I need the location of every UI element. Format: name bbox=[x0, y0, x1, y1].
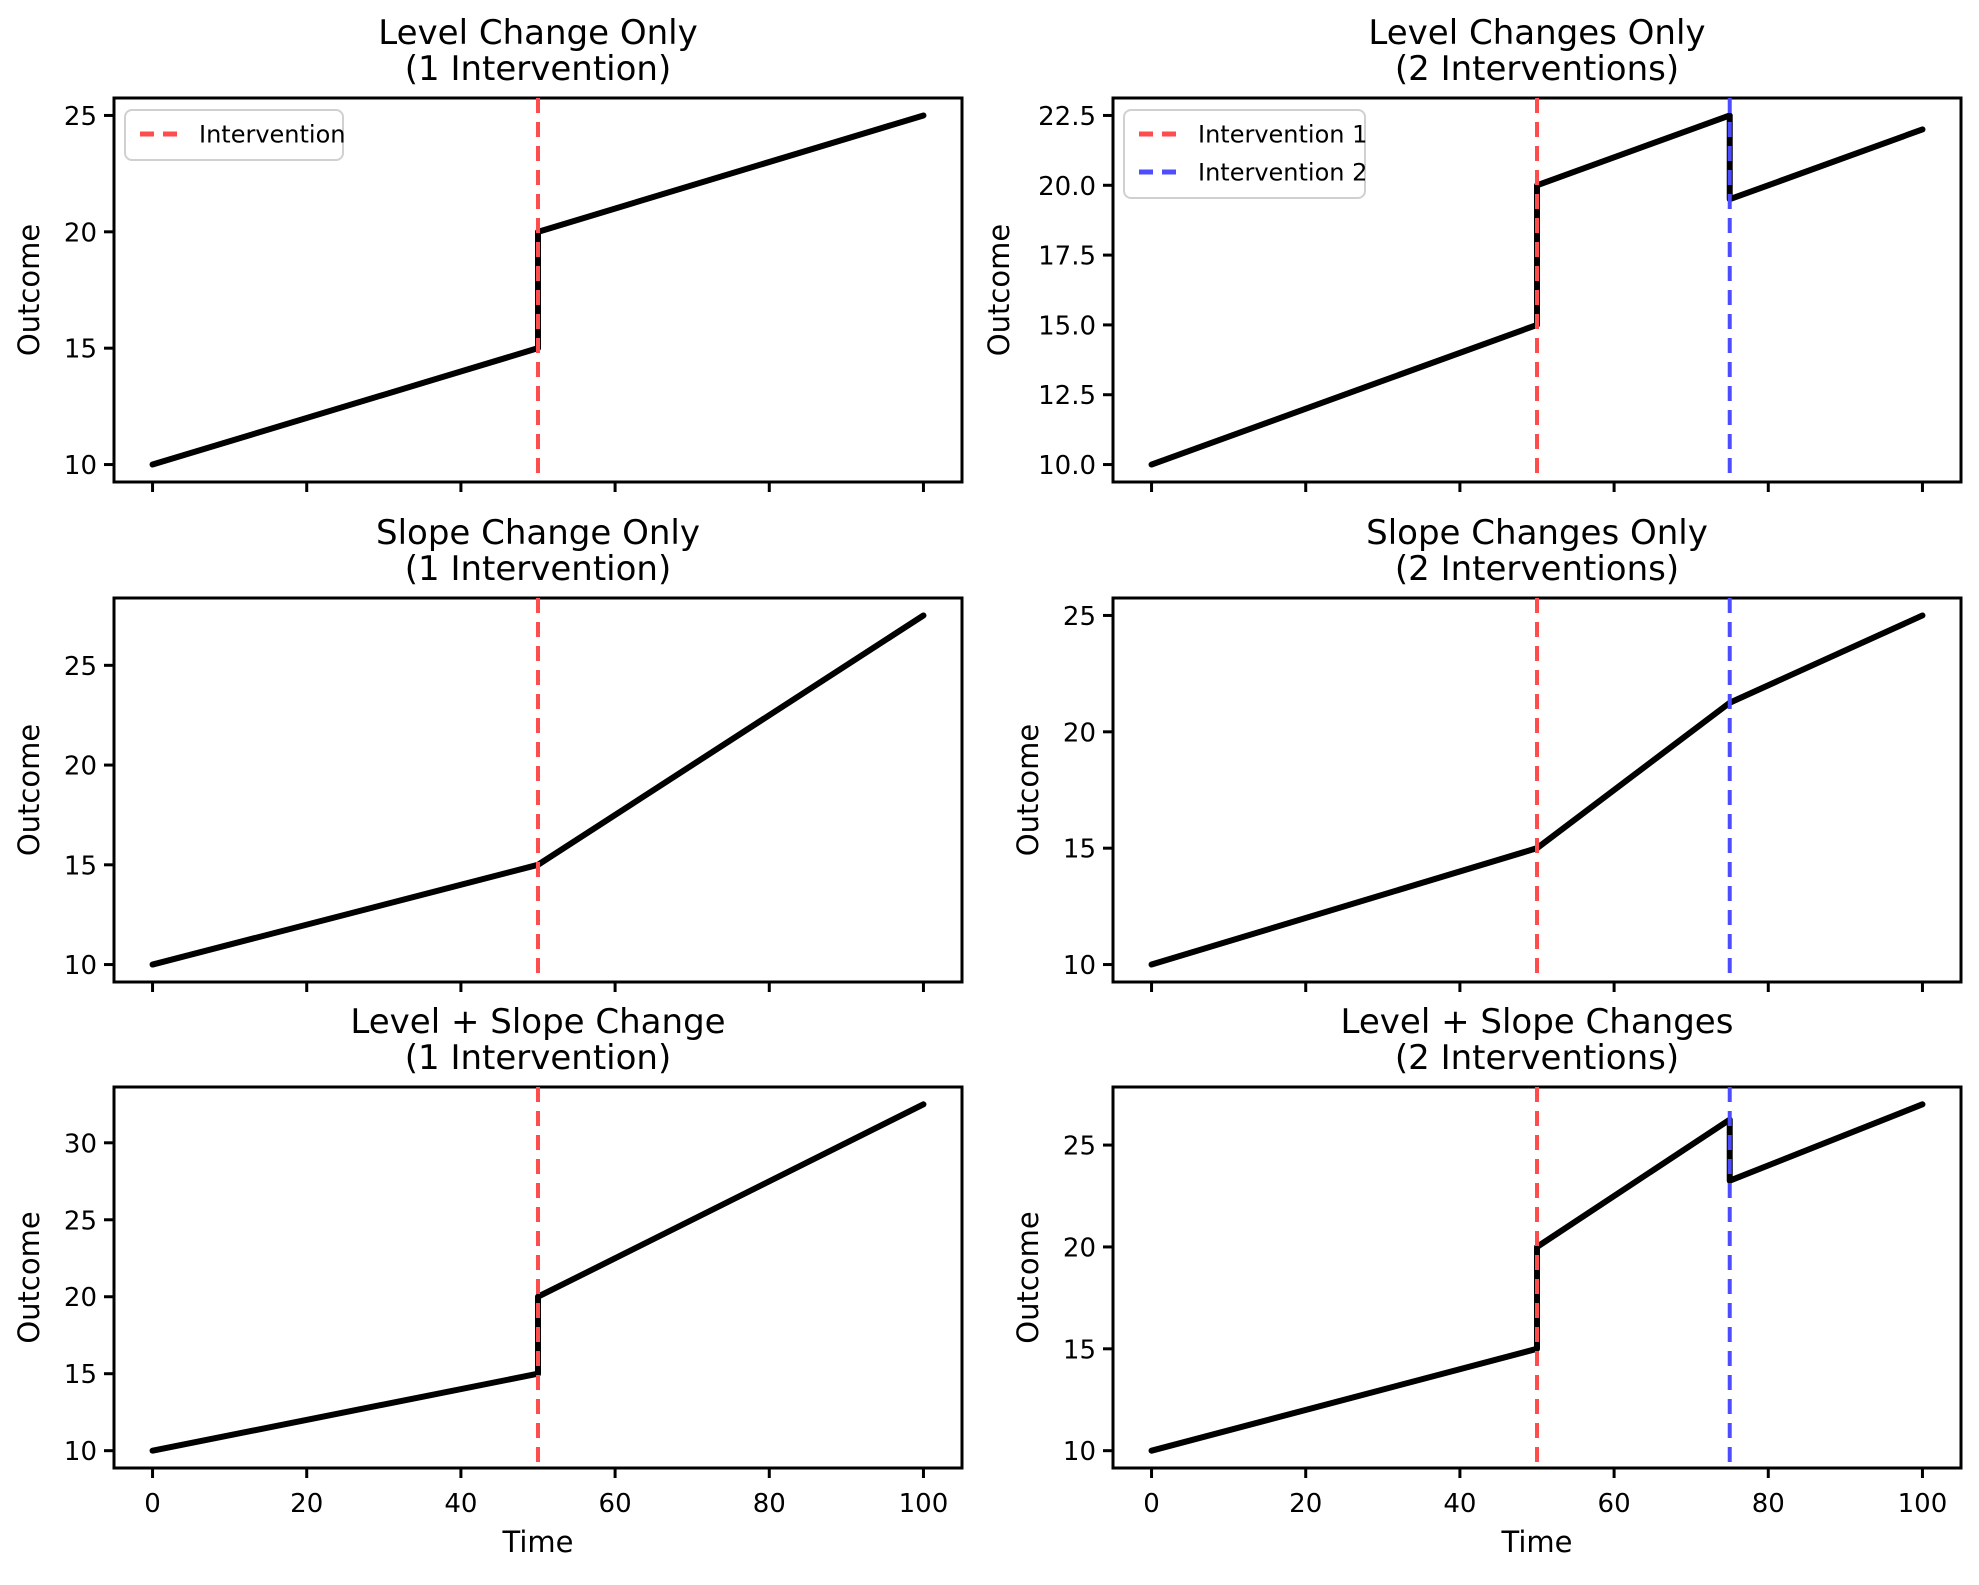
y-tick-label: 15 bbox=[64, 335, 97, 365]
legend: Intervention 1 Intervention 2 bbox=[1123, 109, 1367, 199]
chart-subtitle: (1 Intervention) bbox=[405, 1038, 672, 1078]
chart-title: Level Change Only bbox=[378, 13, 697, 53]
y-tick-label: 10 bbox=[1063, 951, 1096, 981]
y-tick-label: 10.0 bbox=[1038, 451, 1096, 481]
y-tick-label: 25 bbox=[64, 1206, 97, 1236]
y-tick-label: 10 bbox=[64, 451, 97, 481]
y-axis-label: Outcome bbox=[1011, 724, 1045, 856]
x-tick-label: 80 bbox=[753, 1489, 786, 1519]
y-tick-label: 10 bbox=[1063, 1437, 1096, 1467]
subplot-2: 10 15 20 25 Slope Change Only(1 Intervention… bbox=[12, 513, 964, 992]
chart-subtitle: (2 Interventions) bbox=[1395, 49, 1679, 89]
subplot-3: 10 15 20 25 Slope Changes Only(2 Interventio… bbox=[1011, 513, 1963, 992]
y-axis-label: Outcome bbox=[982, 224, 1016, 356]
y-tick-label: 20 bbox=[1063, 1233, 1096, 1263]
x-tick-label: 20 bbox=[1289, 1489, 1322, 1519]
y-tick-label: 25 bbox=[64, 652, 97, 682]
chart-subtitle: (1 Intervention) bbox=[405, 549, 672, 589]
y-tick-label: 25 bbox=[1063, 602, 1096, 632]
y-axis-label: Outcome bbox=[12, 724, 46, 856]
y-tick-label: 15.0 bbox=[1038, 311, 1096, 341]
y-tick-label: 15 bbox=[1063, 1335, 1096, 1365]
subplot-5: 10 15 20 25 0 20 40 60 80 100 Level + Slope Change… bbox=[1011, 1002, 1963, 1559]
y-tick-label: 20 bbox=[1063, 718, 1096, 748]
x-tick-label: 60 bbox=[599, 1489, 632, 1519]
chart-title: Slope Change Only bbox=[376, 513, 700, 553]
subplot-4: 10 15 20 25 30 0 20 40 60 80 100 Level + Slope Chan… bbox=[12, 1002, 964, 1559]
legend: Intervention bbox=[124, 109, 345, 161]
chart-subtitle: (2 Interventions) bbox=[1395, 1038, 1679, 1078]
chart-title: Slope Changes Only bbox=[1366, 513, 1708, 553]
y-tick-label: 20 bbox=[64, 218, 97, 248]
y-axis-label: Outcome bbox=[12, 224, 46, 356]
x-tick-label: 60 bbox=[1598, 1489, 1631, 1519]
y-axis-label: Outcome bbox=[12, 1211, 46, 1343]
x-tick-label: 20 bbox=[290, 1489, 323, 1519]
y-tick-label: 10 bbox=[64, 1437, 97, 1467]
outcome-line bbox=[1148, 112, 1926, 468]
outcome-line bbox=[1148, 612, 1926, 968]
x-tick-label: 0 bbox=[1143, 1489, 1160, 1519]
y-axis-label: Outcome bbox=[1011, 1211, 1045, 1343]
x-tick-label: 100 bbox=[899, 1489, 949, 1519]
subplot-0: 10 15 20 25 Intervention Level Change Only(1 … bbox=[12, 13, 964, 492]
y-tick-label: 17.5 bbox=[1038, 242, 1096, 272]
chart-title: Level + Slope Change bbox=[350, 1002, 725, 1042]
y-tick-label: 15 bbox=[64, 1360, 97, 1390]
x-axis-label: Time bbox=[1501, 1525, 1573, 1559]
legend-label: Intervention 2 bbox=[1198, 159, 1367, 187]
y-tick-label: 10 bbox=[64, 951, 97, 981]
legend-box bbox=[124, 109, 344, 161]
y-tick-label: 15 bbox=[1063, 835, 1096, 865]
chart-title: Level + Slope Changes bbox=[1341, 1002, 1734, 1042]
y-tick-label: 25 bbox=[1063, 1132, 1096, 1162]
y-tick-label: 30 bbox=[64, 1129, 97, 1159]
y-tick-label: 22.5 bbox=[1038, 102, 1096, 132]
chart-subtitle: (1 Intervention) bbox=[405, 49, 672, 89]
y-tick-label: 20 bbox=[64, 1283, 97, 1313]
outcome-line bbox=[1148, 1101, 1926, 1454]
y-tick-label: 25 bbox=[64, 102, 97, 132]
chart-title: Level Changes Only bbox=[1368, 13, 1705, 53]
x-tick-label: 100 bbox=[1898, 1489, 1948, 1519]
y-tick-label: 20 bbox=[64, 752, 97, 782]
x-axis-label: Time bbox=[502, 1525, 574, 1559]
x-tick-label: 0 bbox=[144, 1489, 161, 1519]
x-tick-label: 40 bbox=[1443, 1489, 1476, 1519]
y-tick-label: 20.0 bbox=[1038, 172, 1096, 202]
legend-label: Intervention bbox=[199, 121, 345, 149]
y-tick-label: 12.5 bbox=[1038, 381, 1096, 411]
legend-label: Intervention 1 bbox=[1198, 121, 1367, 149]
chart-subtitle: (2 Interventions) bbox=[1395, 549, 1679, 589]
x-tick-label: 40 bbox=[444, 1489, 477, 1519]
y-tick-label: 15 bbox=[64, 851, 97, 881]
x-tick-label: 80 bbox=[1752, 1489, 1785, 1519]
legend-box bbox=[1123, 109, 1366, 199]
